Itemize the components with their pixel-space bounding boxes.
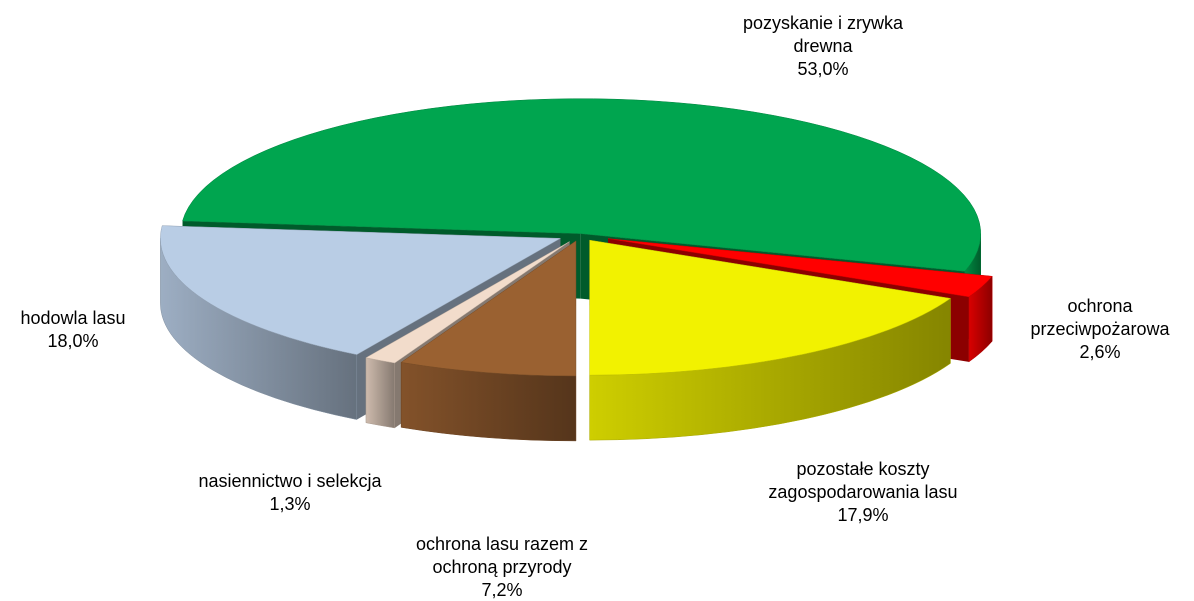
value-label: 17,9%: [837, 505, 889, 525]
category-label: ochrona przeciwpożarowa: [1030, 296, 1170, 339]
value-label: 1,3%: [269, 494, 311, 514]
value-label: 18,0%: [47, 331, 99, 351]
value-label: 2,6%: [1079, 342, 1121, 362]
slice-label: pozyskanie i zrywka drewna 53,0%: [733, 12, 913, 81]
slice: [400, 240, 577, 377]
slice-side: [365, 357, 395, 429]
category-label: pozyskanie i zrywka drewna: [742, 13, 904, 56]
slice-label: nasiennictwo i selekcja 1,3%: [160, 470, 420, 516]
value-label: 7,2%: [481, 580, 523, 600]
slice-label: hodowla lasu 18,0%: [0, 307, 148, 353]
category-label: ochrona lasu razem z ochroną przyrody: [415, 534, 589, 577]
slice: [589, 239, 952, 376]
value-label: 53,0%: [797, 59, 849, 79]
category-label: hodowla lasu: [20, 308, 126, 328]
slice: [365, 241, 570, 364]
category-label: pozostałe koszty zagospodarowania lasu: [768, 459, 958, 502]
category-label: nasiennictwo i selekcja: [198, 471, 382, 491]
slice-label: ochrona lasu razem z ochroną przyrody 7,2…: [405, 533, 600, 601]
slice-label: ochrona przeciwpożarowa 2,6%: [1025, 295, 1175, 364]
slice-label: pozostałe koszty zagospodarowania lasu 17…: [758, 458, 968, 527]
slice: [160, 225, 562, 355]
slice: [182, 98, 981, 272]
slice: [607, 238, 993, 298]
